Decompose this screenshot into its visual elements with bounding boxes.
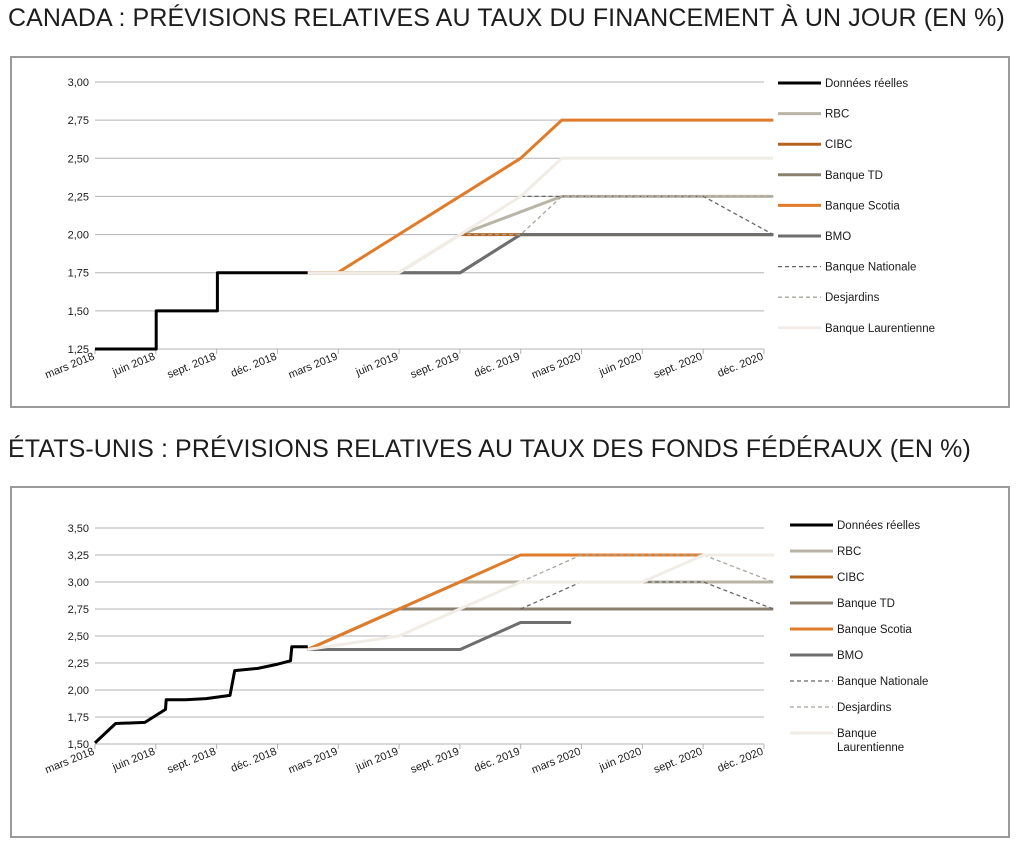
x-tick-label: déc. 2019 [473, 351, 522, 380]
legend-label-bmo: BMO [825, 231, 851, 243]
y-tick-label: 1,75 [68, 712, 89, 724]
x-tick-label: mars 2020 [530, 746, 583, 777]
x-tick-label: déc. 2020 [716, 351, 765, 380]
x-tick-label: juin 2019 [353, 351, 400, 379]
x-tick-label: juin 2019 [353, 746, 400, 774]
chart-canada: 1,25 1,50 1,75 2,00 2,25 2,50 2,75 3,00 mars 201… [43, 77, 935, 382]
y-tick-label: 2,25 [68, 191, 89, 203]
legend-label-donnees-reelles: Données réelles [837, 520, 920, 532]
legend-label-cibc: CIBC [825, 139, 852, 151]
y-tick-label: 2,00 [68, 230, 89, 242]
y-tick-label: 2,75 [68, 115, 89, 127]
legend-label-rbc: RBC [825, 109, 849, 121]
chart-title-canada: CANADA : PRÉVISIONS RELATIVES AU TAUX DU… [8, 4, 1005, 32]
legend-label-banque-td: Banque TD [837, 598, 895, 610]
legend-label-banque-nationale: Banque Nationale [837, 676, 928, 688]
x-tick-label: mars 2019 [287, 351, 340, 382]
series-line-banque-nationale [520, 581, 774, 610]
x-tick-label: juin 2018 [110, 351, 157, 379]
chart-us: 1,50 1,75 2,00 2,25 2,50 2,75 3,00 3,25 3,50 mars… [43, 520, 928, 777]
x-tick-label: mars 2019 [287, 746, 340, 777]
y-tick-label: 3,00 [68, 577, 89, 589]
x-tick-label: déc. 2019 [473, 746, 522, 775]
legend-label-banque-laurentienne: Banque Laurentienne [837, 728, 904, 754]
series-line-bmo [398, 233, 774, 275]
x-tick-label: déc. 2018 [229, 351, 278, 380]
legend-label-banque-laurentienne: Banque Laurentienne [825, 323, 935, 335]
series-line-bmo [307, 621, 572, 651]
x-tick-label: juin 2020 [597, 351, 644, 379]
y-tick-label: 1,50 [68, 739, 89, 751]
series-line-banque-scotia [307, 553, 774, 651]
series-line-banque-laurentienne [307, 156, 774, 275]
y-tick-label: 3,00 [68, 77, 89, 89]
chart-title-us: ÉTATS-UNIS : PRÉVISIONS RELATIVES AU TAU… [8, 435, 971, 463]
x-tick-label: sept. 2019 [409, 351, 461, 381]
legend-label-banque-scotia: Banque Scotia [837, 624, 912, 636]
series-line-donnees-reelles [93, 645, 308, 744]
y-tick-label: 2,25 [68, 658, 89, 670]
series-line-banque-td [307, 233, 774, 275]
y-tick-label: 3,25 [68, 550, 89, 562]
series-line-banque-nationale [520, 195, 774, 236]
series-line-donnees-reelles [95, 271, 308, 351]
x-tick-label: juin 2020 [597, 746, 644, 774]
series-line-banque-laurentienne [307, 553, 774, 651]
legend-label-cibc: CIBC [837, 572, 864, 584]
x-tick-label: sept. 2018 [166, 746, 218, 776]
x-tick-label: sept. 2019 [409, 746, 461, 776]
legend-label-banque-nationale: Banque Nationale [825, 262, 916, 274]
y-tick-label: 3,50 [68, 523, 89, 535]
x-tick-label: mars 2020 [530, 351, 583, 382]
y-tick-label: 2,00 [68, 685, 89, 697]
legend-label-desjardins: Desjardins [837, 702, 892, 714]
series-line-banque-td [307, 607, 774, 651]
legend-label-desjardins: Desjardins [825, 292, 880, 304]
chart-panel-us: 1,50 1,75 2,00 2,25 2,50 2,75 3,00 3,25 3,50 mars… [10, 486, 1010, 838]
y-tick-label: 2,75 [68, 604, 89, 616]
legend-label-banque-scotia: Banque Scotia [825, 200, 900, 212]
x-tick-label: sept. 2020 [652, 351, 704, 381]
x-tick-label: déc. 2018 [229, 746, 278, 775]
x-tick-label: sept. 2020 [652, 746, 704, 776]
legend-label-donnees-reelles: Données réelles [825, 78, 908, 90]
y-tick-label: 1,50 [68, 306, 89, 318]
chart-panel-canada: 1,25 1,50 1,75 2,00 2,25 2,50 2,75 3,00 mars 201… [10, 56, 1010, 408]
y-tick-label: 1,25 [68, 344, 89, 356]
y-tick-label: 2,50 [68, 153, 89, 165]
y-tick-label: 1,75 [68, 268, 89, 280]
legend-label-banque-td: Banque TD [825, 170, 883, 182]
x-tick-label: juin 2018 [110, 746, 157, 774]
x-tick-label: déc. 2020 [716, 746, 765, 775]
series-line-desjardins [460, 195, 774, 236]
legend-label-rbc: RBC [837, 546, 861, 558]
x-tick-label: sept. 2018 [166, 351, 218, 381]
legend-label-bmo: BMO [837, 650, 863, 662]
y-tick-label: 2,50 [68, 631, 89, 643]
series-line-desjardins [520, 554, 774, 583]
